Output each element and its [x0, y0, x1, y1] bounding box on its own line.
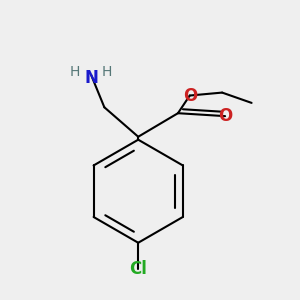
Text: O: O — [183, 86, 197, 104]
Text: H: H — [70, 65, 80, 79]
Text: H: H — [102, 65, 112, 79]
Text: N: N — [84, 69, 98, 87]
Text: Cl: Cl — [129, 260, 147, 278]
Text: O: O — [218, 107, 232, 125]
